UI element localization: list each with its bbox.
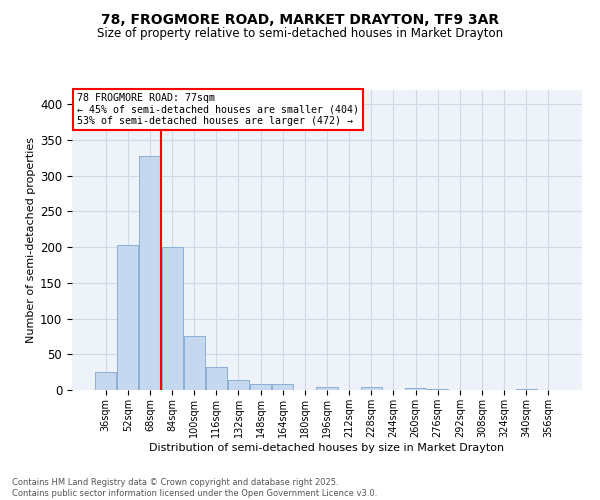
Bar (272, 384, 293, 390)
Bar (139, 156, 160, 390)
Y-axis label: Number of semi-detached properties: Number of semi-detached properties (26, 137, 36, 343)
Bar (316, 387, 338, 390)
Text: Size of property relative to semi-detached houses in Market Drayton: Size of property relative to semi-detach… (97, 28, 503, 40)
Bar (206, 367, 227, 390)
Bar (161, 247, 182, 390)
Bar (250, 384, 271, 390)
Text: Contains HM Land Registry data © Crown copyright and database right 2025.
Contai: Contains HM Land Registry data © Crown c… (12, 478, 377, 498)
Bar (228, 380, 249, 390)
Bar (184, 336, 205, 390)
Text: 78, FROGMORE ROAD, MARKET DRAYTON, TF9 3AR: 78, FROGMORE ROAD, MARKET DRAYTON, TF9 3… (101, 12, 499, 26)
X-axis label: Distribution of semi-detached houses by size in Market Drayton: Distribution of semi-detached houses by … (149, 442, 505, 452)
Bar (95, 372, 116, 390)
Bar (118, 245, 139, 390)
Bar (405, 388, 426, 390)
Bar (361, 387, 382, 390)
Text: 78 FROGMORE ROAD: 77sqm
← 45% of semi-detached houses are smaller (404)
53% of s: 78 FROGMORE ROAD: 77sqm ← 45% of semi-de… (77, 93, 359, 126)
